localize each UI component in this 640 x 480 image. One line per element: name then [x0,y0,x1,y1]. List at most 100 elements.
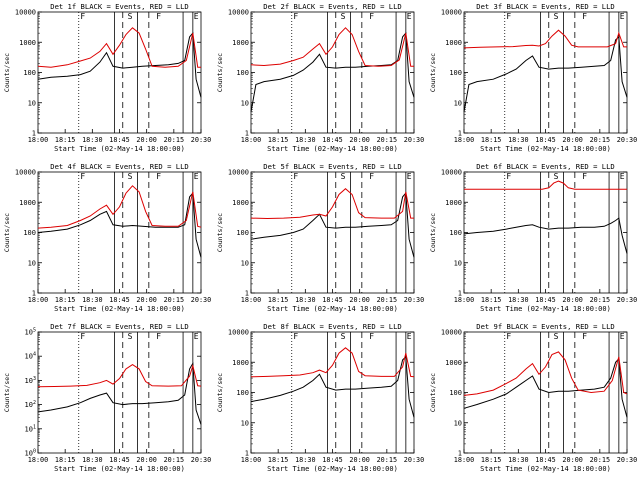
plot-frame [37,331,202,454]
x-tick-label: 18:00 [241,136,261,144]
x-tick-label: 18:45 [322,136,342,144]
time-marker-label: F [369,332,374,341]
chart-panel-1: Det 1f BLACK = Events, RED = LLD F S F E 1 10 1… [0,0,213,160]
x-tick-label: 18:30 [508,136,528,144]
x-tick-label: 18:15 [481,296,501,304]
chart-panel-3: Det 3f BLACK = Events, RED = LLD F S F E 1 10 1… [426,0,639,160]
y-tick-label: 10 [28,99,36,107]
events-series-line [37,191,202,258]
x-tick-label: 18:45 [109,456,129,464]
x-axis-label: Start Time (02-May-14 18:00:00) [480,145,611,153]
y-axis-label: Counts/sec [429,373,437,412]
time-marker-label: F [506,12,511,21]
x-tick-label: 20:15 [377,456,397,464]
chart-panel-6: Det 6f BLACK = Events, RED = LLD F S F E 1 10 1… [426,160,639,320]
plot-frame [463,171,628,294]
x-tick-label: 18:15 [55,296,75,304]
x-tick-label: 20:00 [349,296,369,304]
x-axis-label: Start Time (02-May-14 18:00:00) [54,465,185,473]
x-tick-label: 20:00 [562,296,582,304]
x-tick-label: 18:15 [55,456,75,464]
x-tick-label: 18:15 [481,136,501,144]
y-tick-label: 10 [241,259,249,267]
x-tick-label: 18:00 [241,456,261,464]
time-marker-label: F [156,332,161,341]
x-axis-label: Start Time (02-May-14 18:00:00) [267,145,398,153]
x-tick-label: 18:00 [28,136,48,144]
plot-frame [250,331,415,454]
y-tick-label: 103 [25,376,36,385]
x-tick-label: 20:30 [191,136,211,144]
x-tick-label: 18:00 [28,456,48,464]
x-tick-label: 20:30 [404,296,424,304]
time-marker-label: S [554,172,559,181]
lld-series-line [463,351,628,396]
x-tick-label: 18:00 [454,136,474,144]
x-tick-label: 18:30 [508,296,528,304]
x-tick-label: 18:45 [535,456,555,464]
time-marker-label: F [80,172,85,181]
time-marker-label: S [128,172,133,181]
x-tick-label: 20:00 [136,456,156,464]
y-tick-label: 100 [236,389,249,397]
x-tick-label: 18:15 [268,456,288,464]
events-series-line [250,191,415,258]
y-tick-label: 1 [245,130,249,138]
x-tick-label: 20:15 [164,136,184,144]
time-marker-label: F [506,332,511,341]
time-marker-label: E [194,172,199,181]
x-tick-label: 20:00 [136,296,156,304]
x-tick-label: 18:15 [55,136,75,144]
time-marker-label: S [554,12,559,21]
y-tick-label: 10 [241,419,249,427]
x-axis-label: Start Time (02-May-14 18:00:00) [54,145,185,153]
x-tick-label: 20:00 [562,136,582,144]
time-marker-label: S [554,332,559,341]
time-marker-label: F [506,172,511,181]
y-tick-label: 1 [458,450,462,458]
x-tick-label: 18:30 [82,136,102,144]
x-tick-label: 18:15 [268,136,288,144]
time-marker-label: S [128,332,133,341]
lld-series-line [464,180,627,190]
y-tick-label: 10000 [228,169,249,177]
x-tick-label: 20:30 [191,296,211,304]
events-series-line [37,31,202,98]
x-tick-label: 18:15 [481,456,501,464]
events-series-line [463,217,628,254]
time-marker-label: F [293,332,298,341]
y-axis-label: Counts/sec [429,53,437,92]
lld-series-line [250,188,414,220]
x-tick-label: 18:45 [109,136,129,144]
y-axis-label: Counts/sec [3,373,11,412]
y-tick-label: 1 [245,450,249,458]
time-marker-label: F [156,12,161,21]
chart-title: Det 7f BLACK = Events, RED = LLD [50,322,188,331]
y-tick-label: 100 [25,449,36,458]
y-tick-label: 1 [32,290,36,298]
time-marker-label: F [293,172,298,181]
time-marker-label: S [341,12,346,21]
chart-title: Det 8f BLACK = Events, RED = LLD [263,322,401,331]
x-tick-label: 18:00 [241,296,261,304]
time-marker-label: S [341,172,346,181]
x-tick-label: 18:45 [535,136,555,144]
y-tick-label: 1000 [445,359,462,367]
lld-series-line [37,363,202,388]
chart-title: Det 1f BLACK = Events, RED = LLD [50,2,188,11]
y-tick-label: 102 [25,400,36,409]
y-tick-label: 1 [458,130,462,138]
y-tick-label: 10 [241,99,249,107]
plot-frame [250,11,415,134]
y-tick-label: 1000 [232,39,249,47]
y-axis-label: Counts/sec [429,213,437,252]
x-tick-label: 18:30 [295,136,315,144]
events-series-line [463,357,628,418]
x-tick-label: 20:30 [617,136,637,144]
y-tick-label: 1 [458,290,462,298]
